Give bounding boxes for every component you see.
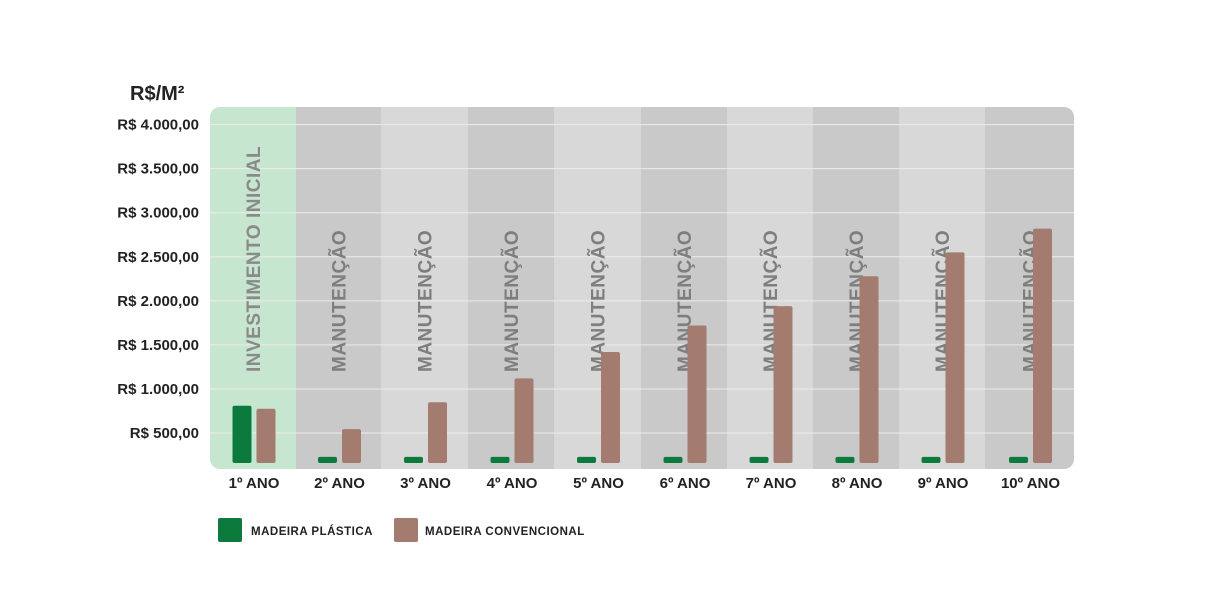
column-background [985,107,1074,469]
legend-swatch [394,518,418,542]
y-tick-label: R$ 2.500,00 [117,249,199,266]
y-tick-label: R$ 4.000,00 [117,117,199,134]
x-tick-label: 7º ANO [746,475,797,492]
bar-madeira-plastica [1009,456,1028,463]
y-tick-label: R$ 3.500,00 [117,161,199,178]
bar-madeira-convencional [687,325,707,463]
bar-madeira-plastica [663,456,683,463]
bar-madeira-plastica [835,456,855,463]
x-tick-label: 10º ANO [1001,475,1060,492]
legend-label: MADEIRA CONVENCIONAL [425,526,585,538]
y-tick-label: R$ 1.000,00 [117,381,199,398]
legend-swatch [218,518,242,542]
bar-madeira-plastica [749,456,769,463]
y-axis-title: R$/M² [130,83,185,105]
column-background [899,107,985,469]
y-tick-label: R$ 500,00 [130,425,199,442]
legend-label: MADEIRA PLÁSTICA [251,525,373,538]
y-tick-label: R$ 3.000,00 [117,205,199,222]
bar-madeira-plastica [921,456,941,463]
x-tick-label: 6º ANO [660,475,711,492]
x-tick-label: 8º ANO [832,475,883,492]
x-tick-label: 2º ANO [314,475,365,492]
column-background [381,107,468,469]
bar-madeira-plastica [404,456,423,463]
bar-madeira-plastica [490,456,510,463]
x-tick-label: 3º ANO [400,475,451,492]
bar-madeira-convencional [256,408,276,463]
bar-madeira-convencional [342,429,361,463]
column-background [554,107,641,469]
column-background [468,107,554,469]
bar-madeira-convencional [1033,228,1052,463]
bar-madeira-convencional [859,276,879,463]
column-label-manutencao: MANUTENÇÃO [588,230,610,372]
column-label-manutencao: MANUTENÇÃO [329,230,351,372]
x-tick-label: 5º ANO [573,475,624,492]
bar-madeira-convencional [514,378,534,463]
x-tick-label: 9º ANO [918,475,969,492]
x-tick-label: 1º ANO [229,475,280,492]
column-background [813,107,899,469]
bar-madeira-plastica [577,456,596,463]
x-tick-label: 4º ANO [487,475,538,492]
bar-madeira-convencional [773,306,793,463]
bar-madeira-plastica [232,405,252,463]
bar-madeira-convencional [428,402,447,463]
bar-madeira-convencional [945,252,965,463]
bar-madeira-plastica [318,456,337,463]
column-label-manutencao: MANUTENÇÃO [501,230,523,372]
column-background [296,107,381,469]
bar-madeira-convencional [601,351,620,463]
column-background [727,107,813,469]
column-background [641,107,727,469]
y-tick-label: R$ 2.000,00 [117,293,199,310]
column-background [210,107,296,469]
column-label-investimento: INVESTIMENTO INICIAL [244,146,265,372]
y-tick-label: R$ 1.500,00 [117,337,199,354]
column-label-manutencao: MANUTENÇÃO [415,230,437,372]
